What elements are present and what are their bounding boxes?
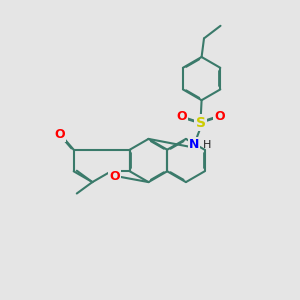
Text: N: N — [189, 138, 199, 151]
Text: O: O — [177, 110, 188, 123]
Text: S: S — [196, 116, 206, 130]
Text: O: O — [214, 110, 225, 123]
Text: O: O — [110, 170, 120, 183]
Text: O: O — [55, 128, 65, 141]
Text: H: H — [202, 140, 211, 150]
